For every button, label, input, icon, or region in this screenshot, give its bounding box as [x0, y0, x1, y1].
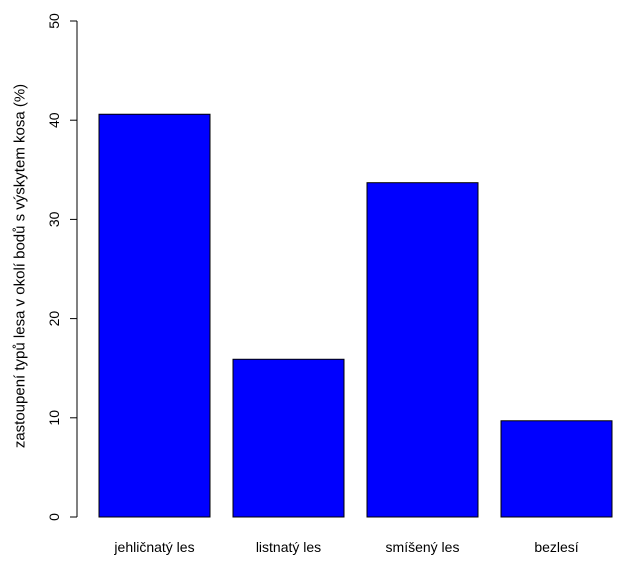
y-axis-title: zastoupení typů lesa v okolí bodů s výsk…	[11, 84, 28, 448]
y-tick-label-1: 10	[46, 410, 62, 426]
bar-0	[98, 113, 211, 518]
bar-1	[232, 358, 345, 518]
y-tick-label-2: 20	[46, 311, 62, 327]
y-tick-label-0: 0	[46, 513, 62, 521]
x-category-label-1: listnatý les	[256, 539, 321, 555]
y-tick-label-3: 30	[46, 211, 62, 227]
bar-3	[500, 420, 613, 518]
bar-2	[366, 182, 479, 518]
x-category-label-0: jehličnatý les	[113, 539, 194, 555]
x-category-label-2: smíšený les	[386, 539, 460, 555]
x-axis-labels: jehličnatý les listnatý les smíšený les bez…	[113, 539, 578, 555]
y-tick-label-5: 50	[46, 13, 62, 29]
x-category-label-3: bezlesí	[534, 539, 578, 555]
y-tick-label-4: 40	[46, 112, 62, 128]
y-axis: 0 10 20 30 40 50	[46, 13, 78, 521]
bars-group	[98, 113, 613, 518]
